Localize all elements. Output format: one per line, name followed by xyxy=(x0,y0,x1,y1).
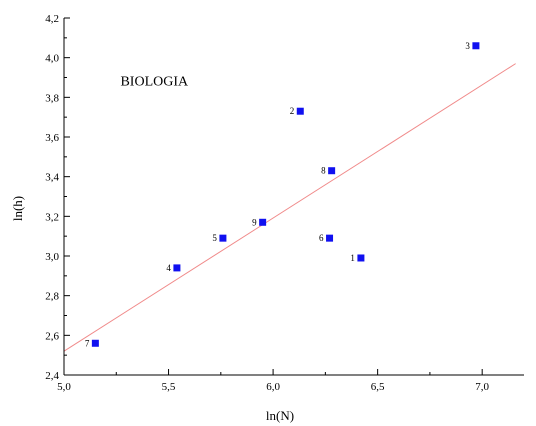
point-label-7: 7 xyxy=(85,338,90,348)
y-tick-label: 3,2 xyxy=(45,211,59,223)
data-point-4 xyxy=(173,264,181,272)
point-label-4: 4 xyxy=(166,263,171,273)
y-tick-label: 3,0 xyxy=(45,251,59,263)
x-tick-label: 5,5 xyxy=(162,381,176,393)
y-tick-label: 4,2 xyxy=(45,13,59,25)
data-point-1 xyxy=(357,254,365,262)
y-tick-label: 3,8 xyxy=(45,92,59,104)
point-label-3: 3 xyxy=(465,41,470,51)
point-label-1: 1 xyxy=(350,253,355,263)
point-label-6: 6 xyxy=(319,233,324,243)
point-label-2: 2 xyxy=(290,106,295,116)
data-point-2 xyxy=(296,107,304,115)
x-tick-label: 6,0 xyxy=(266,381,280,393)
chart-annotation: BIOLOGIA xyxy=(120,74,189,89)
y-tick-label: 2,8 xyxy=(45,291,59,303)
data-point-5 xyxy=(219,234,227,242)
x-tick-label: 5,0 xyxy=(57,381,71,393)
point-label-8: 8 xyxy=(321,166,326,176)
axes: 5,0 5,5 6,0 6,5 7,0 2,4 2,6 2,8 3,0 3,2 3,4 3,6 3,8 4… xyxy=(45,13,524,393)
point-label-9: 9 xyxy=(252,217,257,227)
fit-line xyxy=(63,63,516,352)
data-point-7 xyxy=(91,339,99,347)
x-axis-label: ln(N) xyxy=(266,408,294,423)
y-tick-label: 2,4 xyxy=(45,370,59,382)
y-axis-label: ln(h) xyxy=(10,196,25,221)
y-tick-label: 2,6 xyxy=(45,330,59,342)
y-tick-label: 3,6 xyxy=(45,132,59,144)
data-points: 1 2 3 4 5 6 7 8 9 xyxy=(85,41,480,348)
data-point-9 xyxy=(259,218,267,226)
point-label-5: 5 xyxy=(212,233,217,243)
y-tick-label: 4,0 xyxy=(45,53,59,65)
x-tick-label: 7,0 xyxy=(475,381,489,393)
y-tick-label: 3,4 xyxy=(45,172,59,184)
data-point-6 xyxy=(326,234,334,242)
data-point-3 xyxy=(472,42,480,50)
x-tick-label: 6,5 xyxy=(371,381,385,393)
data-point-8 xyxy=(328,167,336,175)
